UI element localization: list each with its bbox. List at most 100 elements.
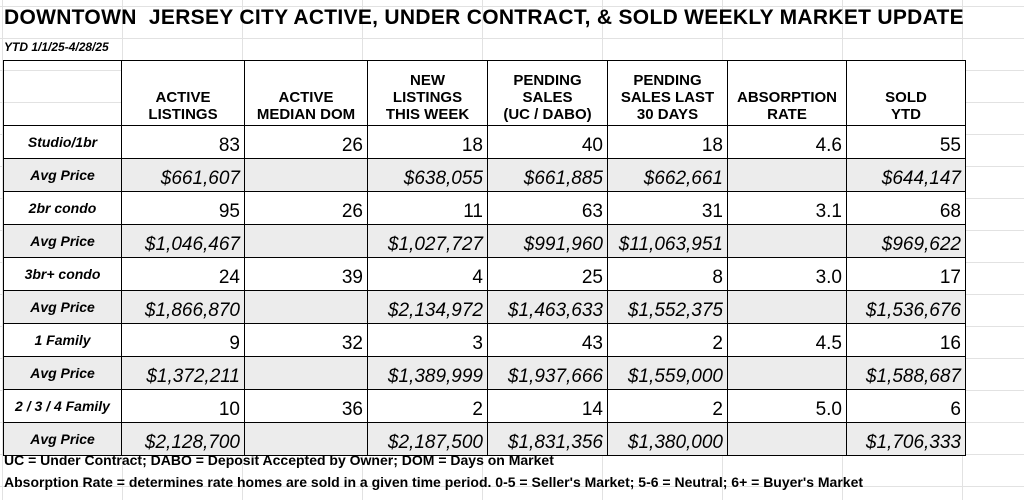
table-cell: $2,128,700 bbox=[121, 422, 245, 456]
table-cell bbox=[244, 224, 368, 258]
table-cell: 4 bbox=[367, 257, 488, 291]
table-cell: $1,536,676 bbox=[846, 290, 966, 324]
row-label: Avg Price bbox=[3, 224, 122, 258]
table-cell: $1,389,999 bbox=[367, 356, 488, 390]
column-header: SOLD YTD bbox=[846, 60, 966, 126]
table-cell: 16 bbox=[846, 323, 966, 357]
table-cell: 4.6 bbox=[727, 125, 847, 159]
table-cell bbox=[244, 422, 368, 456]
table-cell: 6 bbox=[846, 389, 966, 423]
table-cell: 2 bbox=[367, 389, 488, 423]
column-header: ACTIVE LISTINGS bbox=[121, 60, 245, 126]
row-label: 1 Family bbox=[3, 323, 122, 357]
column-header: PENDING SALES LAST 30 DAYS bbox=[607, 60, 728, 126]
table-cell: $661,607 bbox=[121, 158, 245, 192]
table-cell: 55 bbox=[846, 125, 966, 159]
table-cell: $1,046,467 bbox=[121, 224, 245, 258]
table-cell: 26 bbox=[244, 125, 368, 159]
row-label: Avg Price bbox=[3, 356, 122, 390]
table-row: Avg Price $1,046,467 $1,027,727 $991,960 $11… bbox=[3, 224, 966, 258]
header-row: ACTIVE LISTINGS ACTIVE MEDIAN DOM NEW LIST… bbox=[3, 60, 966, 126]
page-title: DOWNTOWN JERSEY CITY ACTIVE, UNDER CONTR… bbox=[4, 6, 964, 29]
header-corner bbox=[3, 60, 122, 126]
table-cell: $1,559,000 bbox=[607, 356, 728, 390]
table-body: Studio/1br 83 26 18 40 18 4.6 55 Avg Price $661,6… bbox=[3, 125, 966, 456]
table-cell: 24 bbox=[121, 257, 245, 291]
row-label: Avg Price bbox=[3, 158, 122, 192]
table-cell: $661,885 bbox=[487, 158, 608, 192]
table-row: Studio/1br 83 26 18 40 18 4.6 55 bbox=[3, 125, 966, 159]
table-row: 2 / 3 / 4 Family 10 36 2 14 2 5.0 6 bbox=[3, 389, 966, 423]
table-cell: 43 bbox=[487, 323, 608, 357]
table-cell: 2 bbox=[607, 389, 728, 423]
table-cell: $2,134,972 bbox=[367, 290, 488, 324]
absorption-rate-note: Absorption Rate = determines rate homes … bbox=[4, 474, 864, 490]
table-row: Avg Price $1,372,211 $1,389,999 $1,937,666 $… bbox=[3, 356, 966, 390]
table-cell: $991,960 bbox=[487, 224, 608, 258]
table-cell: 3.1 bbox=[727, 191, 847, 225]
table-cell: 31 bbox=[607, 191, 728, 225]
table-cell: 9 bbox=[121, 323, 245, 357]
table-cell: $1,706,333 bbox=[846, 422, 966, 456]
table-cell bbox=[244, 158, 368, 192]
abbreviations-note: UC = Under Contract; DABO = Deposit Acce… bbox=[4, 452, 554, 468]
row-label: 2 / 3 / 4 Family bbox=[3, 389, 122, 423]
table-cell: 8 bbox=[607, 257, 728, 291]
table-cell: $1,937,666 bbox=[487, 356, 608, 390]
table-cell: $969,622 bbox=[846, 224, 966, 258]
table-cell: 17 bbox=[846, 257, 966, 291]
table-cell: 32 bbox=[244, 323, 368, 357]
table-cell: 18 bbox=[607, 125, 728, 159]
table-cell: 3.0 bbox=[727, 257, 847, 291]
table-cell: $644,147 bbox=[846, 158, 966, 192]
table-row: 2br condo 95 26 11 63 31 3.1 68 bbox=[3, 191, 966, 225]
table-cell: 14 bbox=[487, 389, 608, 423]
table-cell: $1,372,211 bbox=[121, 356, 245, 390]
market-update-table: ACTIVE LISTINGS ACTIVE MEDIAN DOM NEW LIST… bbox=[3, 60, 966, 456]
table-cell bbox=[727, 224, 847, 258]
table-cell: $11,063,951 bbox=[607, 224, 728, 258]
table-cell: 10 bbox=[121, 389, 245, 423]
table-row: Avg Price $661,607 $638,055 $661,885 $662,66… bbox=[3, 158, 966, 192]
column-header: ABSORPTION RATE bbox=[727, 60, 847, 126]
table-cell: 25 bbox=[487, 257, 608, 291]
table-cell: 18 bbox=[367, 125, 488, 159]
table-row: Avg Price $2,128,700 $2,187,500 $1,831,356 $… bbox=[3, 422, 966, 456]
column-header: PENDING SALES (UC / DABO) bbox=[487, 60, 608, 126]
column-header: NEW LISTINGS THIS WEEK bbox=[367, 60, 488, 126]
table-cell: $1,831,356 bbox=[487, 422, 608, 456]
table-cell: $662,661 bbox=[607, 158, 728, 192]
table-cell: $1,588,687 bbox=[846, 356, 966, 390]
row-label: Studio/1br bbox=[3, 125, 122, 159]
table-cell: 83 bbox=[121, 125, 245, 159]
table-cell: 63 bbox=[487, 191, 608, 225]
table-cell: 5.0 bbox=[727, 389, 847, 423]
table-cell: 36 bbox=[244, 389, 368, 423]
table-cell: 68 bbox=[846, 191, 966, 225]
table-row: 1 Family 9 32 3 43 2 4.5 16 bbox=[3, 323, 966, 357]
table-cell: 26 bbox=[244, 191, 368, 225]
table-header: ACTIVE LISTINGS ACTIVE MEDIAN DOM NEW LIST… bbox=[3, 60, 966, 126]
column-header: ACTIVE MEDIAN DOM bbox=[244, 60, 368, 126]
table-cell bbox=[727, 422, 847, 456]
table-cell: $1,027,727 bbox=[367, 224, 488, 258]
table-cell: 4.5 bbox=[727, 323, 847, 357]
table-cell bbox=[727, 158, 847, 192]
table-cell bbox=[727, 290, 847, 324]
table-cell: 2 bbox=[607, 323, 728, 357]
table-row: 3br+ condo 24 39 4 25 8 3.0 17 bbox=[3, 257, 966, 291]
table-cell: 95 bbox=[121, 191, 245, 225]
row-label: 3br+ condo bbox=[3, 257, 122, 291]
table-cell: $2,187,500 bbox=[367, 422, 488, 456]
table-cell: 3 bbox=[367, 323, 488, 357]
table-cell bbox=[244, 356, 368, 390]
row-label: Avg Price bbox=[3, 290, 122, 324]
row-label: 2br condo bbox=[3, 191, 122, 225]
table-cell: $638,055 bbox=[367, 158, 488, 192]
table-cell: $1,463,633 bbox=[487, 290, 608, 324]
table-cell: 40 bbox=[487, 125, 608, 159]
table-row: Avg Price $1,866,870 $2,134,972 $1,463,633 $… bbox=[3, 290, 966, 324]
table-cell: $1,866,870 bbox=[121, 290, 245, 324]
table-cell bbox=[244, 290, 368, 324]
date-range: YTD 1/1/25-4/28/25 bbox=[4, 40, 109, 54]
